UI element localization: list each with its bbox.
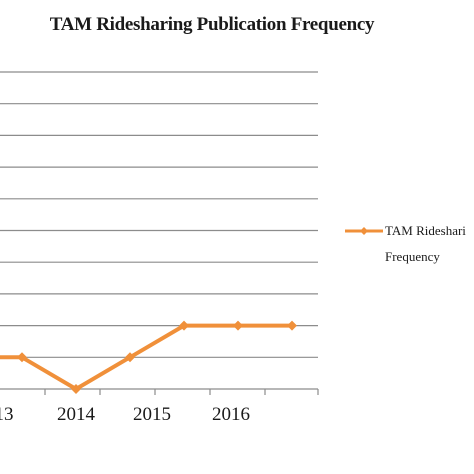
legend-label: TAM Rideshari Frequency <box>385 218 466 268</box>
x-tick-label: 13 <box>0 404 14 425</box>
data-point <box>179 320 189 331</box>
data-point <box>17 352 27 363</box>
legend-label-line-2: Frequency <box>385 249 440 264</box>
series-layer <box>0 320 297 394</box>
data-point <box>71 384 81 394</box>
x-axis <box>44 389 319 395</box>
data-point <box>287 320 297 331</box>
legend: TAM Rideshari Frequency <box>345 218 474 268</box>
data-point <box>233 320 243 331</box>
chart-title: TAM Ridesharing Publication Frequency <box>49 14 375 35</box>
x-tick-label: 2016 <box>212 404 250 425</box>
x-tick-labels: 13 2014 2015 2016 <box>0 404 250 425</box>
legend-label-line-1: TAM Rideshari <box>385 223 466 238</box>
x-tick-label: 2015 <box>133 404 171 425</box>
legend-marker <box>345 227 383 235</box>
data-point <box>125 352 135 363</box>
x-tick-label: 2014 <box>57 404 96 425</box>
